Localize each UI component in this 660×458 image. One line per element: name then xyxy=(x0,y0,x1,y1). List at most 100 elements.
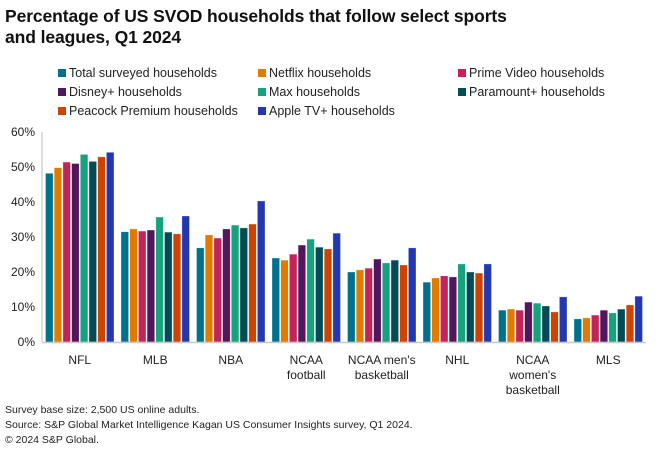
bar xyxy=(399,264,408,343)
y-tick-label: 40% xyxy=(11,195,35,209)
legend-item: Apple TV+ households xyxy=(258,104,395,118)
bar xyxy=(532,302,542,343)
bar xyxy=(524,301,533,343)
bar xyxy=(97,156,106,343)
bar xyxy=(62,161,71,343)
bar xyxy=(390,259,399,343)
bar xyxy=(222,228,231,343)
x-tick-label: MLB xyxy=(143,353,168,367)
y-tick-label: 20% xyxy=(11,265,35,279)
legend-swatch xyxy=(458,69,466,77)
legend-swatch xyxy=(258,88,266,96)
bar xyxy=(457,263,466,343)
bar xyxy=(53,167,63,343)
legend-swatch xyxy=(58,69,66,77)
legend-label: Paramount+ households xyxy=(469,85,605,99)
legend-item: Netflix households xyxy=(258,66,371,80)
chart-title-line-2: and leagues, Q1 2024 xyxy=(5,27,182,47)
bar xyxy=(440,275,449,343)
bar xyxy=(323,248,333,343)
bar xyxy=(599,309,608,343)
bar xyxy=(634,295,643,343)
bar xyxy=(573,318,582,343)
bar xyxy=(559,296,568,343)
bar xyxy=(289,253,298,343)
bar xyxy=(45,173,54,343)
legend-item: Disney+ households xyxy=(58,85,182,99)
bar xyxy=(591,314,600,343)
bar xyxy=(422,281,431,343)
bar xyxy=(155,216,164,343)
bar xyxy=(181,215,190,343)
bar xyxy=(617,308,626,343)
bar xyxy=(271,257,280,343)
bar xyxy=(120,231,129,343)
legend-label: Netflix households xyxy=(269,66,372,80)
bar xyxy=(483,263,492,343)
y-tick-label: 50% xyxy=(11,160,35,174)
bar xyxy=(498,309,507,343)
x-tick-label: NBA xyxy=(218,353,243,367)
bar xyxy=(213,237,222,343)
bar xyxy=(306,238,315,343)
legend-item: Total surveyed households xyxy=(58,66,217,80)
bar xyxy=(364,267,373,343)
bar xyxy=(88,161,97,343)
bar xyxy=(466,271,475,343)
bar xyxy=(71,163,80,343)
legend-label: Peacock Premium households xyxy=(69,104,238,118)
bar xyxy=(146,229,156,343)
bar xyxy=(138,230,147,343)
bar xyxy=(204,234,214,343)
bar xyxy=(231,224,240,343)
chart-title-line-1: Percentage of US SVOD households that fo… xyxy=(5,6,507,26)
bar xyxy=(608,312,617,343)
bar xyxy=(315,246,324,343)
bar xyxy=(625,304,635,343)
legend-label: Disney+ households xyxy=(69,85,182,99)
x-tick-label: NCAA football xyxy=(287,353,326,382)
bar xyxy=(164,231,173,343)
legend-label: Prime Video households xyxy=(469,66,605,80)
bar xyxy=(196,247,205,343)
legend-item: Paramount+ households xyxy=(458,85,605,99)
chart-footer: Survey base size: 2,500 US online adults… xyxy=(5,403,413,448)
legend-item: Max households xyxy=(258,85,360,99)
bar xyxy=(80,154,89,343)
x-tick-label: NHL xyxy=(445,353,469,367)
y-tick-label: 0% xyxy=(18,335,36,349)
footer-base-note: Survey base size: 2,500 US online adults… xyxy=(5,404,200,416)
bar xyxy=(541,305,550,343)
bar xyxy=(106,152,115,343)
bar xyxy=(355,269,365,343)
x-tick-label: NFL xyxy=(68,353,91,367)
bar xyxy=(431,277,440,343)
bar xyxy=(239,227,248,343)
legend-item: Prime Video households xyxy=(458,66,604,80)
legend-label: Total surveyed households xyxy=(69,66,218,80)
bar xyxy=(448,276,458,343)
bar xyxy=(373,258,382,343)
bar xyxy=(381,262,391,343)
bar xyxy=(347,271,356,343)
legend-label: Max households xyxy=(269,85,361,99)
bar xyxy=(474,272,484,343)
bar xyxy=(172,233,182,343)
bar xyxy=(332,232,341,343)
legend-item: Peacock Premium households xyxy=(58,104,238,118)
legend-swatch xyxy=(458,88,466,96)
bar xyxy=(297,244,307,343)
legend-label: Apple TV+ households xyxy=(269,104,395,118)
bar xyxy=(408,247,417,343)
y-tick-label: 30% xyxy=(11,230,35,244)
legend-swatch xyxy=(258,107,266,115)
bar xyxy=(257,200,266,343)
x-tick-label: NCAA women's basketball xyxy=(506,353,560,397)
footer-source: Source: S&P Global Market Intelligence K… xyxy=(5,419,413,431)
chart-title: Percentage of US SVOD households that fo… xyxy=(5,6,655,48)
bar xyxy=(515,309,524,343)
x-tick-label: NCAA men's basketball xyxy=(348,353,416,382)
y-tick-label: 60% xyxy=(11,125,35,139)
bar xyxy=(550,311,559,343)
legend-swatch xyxy=(58,88,66,96)
